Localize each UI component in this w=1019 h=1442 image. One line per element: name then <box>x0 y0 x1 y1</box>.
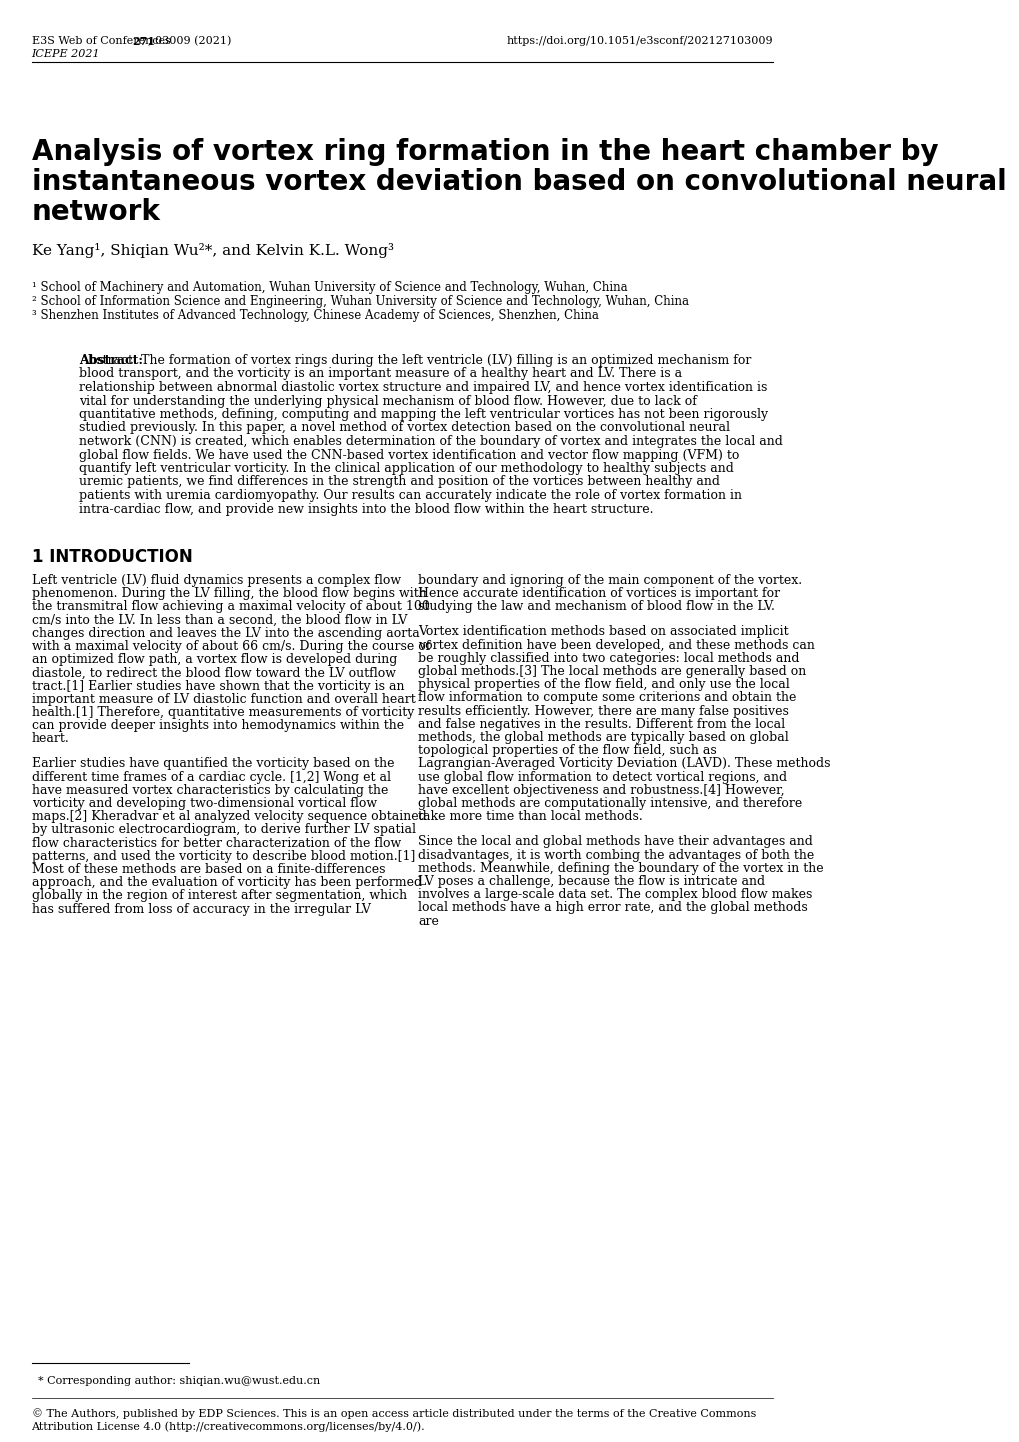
Text: https://doi.org/10.1051/e3sconf/202127103009: https://doi.org/10.1051/e3sconf/20212710… <box>506 36 772 46</box>
Text: cm/s into the LV. In less than a second, the blood flow in LV: cm/s into the LV. In less than a second,… <box>32 614 407 627</box>
Text: Abstract:: Abstract: <box>78 353 143 368</box>
Text: quantitative methods, defining, computing and mapping the left ventricular vorti: quantitative methods, defining, computin… <box>78 408 767 421</box>
Text: disadvantages, it is worth combing the advantages of both the: disadvantages, it is worth combing the a… <box>418 848 813 861</box>
Text: Ke Yang¹, Shiqian Wu²*, and Kelvin K.L. Wong³: Ke Yang¹, Shiqian Wu²*, and Kelvin K.L. … <box>32 244 393 258</box>
Text: vorticity and developing two-dimensional vortical flow: vorticity and developing two-dimensional… <box>32 797 376 810</box>
Text: are: are <box>418 914 438 927</box>
Text: 271: 271 <box>132 36 155 48</box>
Text: and false negatives in the results. Different from the local: and false negatives in the results. Diff… <box>418 718 785 731</box>
Text: Attribution License 4.0 (http://creativecommons.org/licenses/by/4.0/).: Attribution License 4.0 (http://creative… <box>32 1420 425 1432</box>
Text: 1 INTRODUCTION: 1 INTRODUCTION <box>32 548 193 567</box>
Text: Analysis of vortex ring formation in the heart chamber by: Analysis of vortex ring formation in the… <box>32 138 937 166</box>
Text: intra-cardiac flow, and provide new insights into the blood flow within the hear: intra-cardiac flow, and provide new insi… <box>78 502 653 515</box>
Text: involves a large-scale data set. The complex blood flow makes: involves a large-scale data set. The com… <box>418 888 812 901</box>
Text: instantaneous vortex deviation based on convolutional neural: instantaneous vortex deviation based on … <box>32 169 1006 196</box>
Text: Vortex identification methods based on associated implicit: Vortex identification methods based on a… <box>418 626 788 639</box>
Text: globally in the region of interest after segmentation, which: globally in the region of interest after… <box>32 890 407 903</box>
Text: local methods have a high error rate, and the global methods: local methods have a high error rate, an… <box>418 901 807 914</box>
Text: Since the local and global methods have their advantages and: Since the local and global methods have … <box>418 835 812 848</box>
Text: approach, and the evaluation of vorticity has been performed: approach, and the evaluation of vorticit… <box>32 877 421 890</box>
Text: * Corresponding author: shiqian.wu@wust.edu.cn: * Corresponding author: shiqian.wu@wust.… <box>38 1376 320 1386</box>
Text: ¹ School of Machinery and Automation, Wuhan University of Science and Technology: ¹ School of Machinery and Automation, Wu… <box>32 281 627 294</box>
Text: diastole, to redirect the blood flow toward the LV outflow: diastole, to redirect the blood flow tow… <box>32 666 395 679</box>
Text: relationship between abnormal diastolic vortex structure and impaired LV, and he: relationship between abnormal diastolic … <box>78 381 766 394</box>
Text: ICEPE 2021: ICEPE 2021 <box>32 49 100 59</box>
Text: quantify left ventricular vorticity. In the clinical application of our methodol: quantify left ventricular vorticity. In … <box>78 461 733 474</box>
Text: , 03009 (2021): , 03009 (2021) <box>148 36 230 46</box>
Text: has suffered from loss of accuracy in the irregular LV: has suffered from loss of accuracy in th… <box>32 903 370 916</box>
Text: phenomenon. During the LV filling, the blood flow begins with: phenomenon. During the LV filling, the b… <box>32 587 426 600</box>
Text: E3S Web of Conferences: E3S Web of Conferences <box>32 36 174 46</box>
Text: Abstract: The formation of vortex rings during the left ventricle (LV) filling i: Abstract: The formation of vortex rings … <box>78 353 751 368</box>
Text: © The Authors, published by EDP Sciences. This is an open access article distrib: © The Authors, published by EDP Sciences… <box>32 1407 755 1419</box>
Text: Lagrangian-Averaged Vorticity Deviation (LAVD). These methods: Lagrangian-Averaged Vorticity Deviation … <box>418 757 829 770</box>
Text: by ultrasonic electrocardiogram, to derive further LV spatial: by ultrasonic electrocardiogram, to deri… <box>32 823 415 836</box>
Text: ³ Shenzhen Institutes of Advanced Technology, Chinese Academy of Sciences, Shenz: ³ Shenzhen Institutes of Advanced Techno… <box>32 309 598 322</box>
Text: blood transport, and the vorticity is an important measure of a healthy heart an: blood transport, and the vorticity is an… <box>78 368 682 381</box>
Text: health.[1] Therefore, quantitative measurements of vorticity: health.[1] Therefore, quantitative measu… <box>32 707 414 720</box>
Text: patterns, and used the vorticity to describe blood motion.[1]: patterns, and used the vorticity to desc… <box>32 849 415 862</box>
Text: LV poses a challenge, because the flow is intricate and: LV poses a challenge, because the flow i… <box>418 875 764 888</box>
Text: studied previously. In this paper, a novel method of vortex detection based on t: studied previously. In this paper, a nov… <box>78 421 730 434</box>
Text: have measured vortex characteristics by calculating the: have measured vortex characteristics by … <box>32 784 387 797</box>
Text: flow characteristics for better characterization of the flow: flow characteristics for better characte… <box>32 836 400 849</box>
Text: network (CNN) is created, which enables determination of the boundary of vortex : network (CNN) is created, which enables … <box>78 435 782 448</box>
Text: Most of these methods are based on a finite-differences: Most of these methods are based on a fin… <box>32 864 385 877</box>
Text: global flow fields. We have used the CNN-based vortex identification and vector : global flow fields. We have used the CNN… <box>78 448 739 461</box>
Text: vortex definition have been developed, and these methods can: vortex definition have been developed, a… <box>418 639 814 652</box>
Text: different time frames of a cardiac cycle. [1,2] Wong et al: different time frames of a cardiac cycle… <box>32 770 390 783</box>
Text: patients with uremia cardiomyopathy. Our results can accurately indicate the rol: patients with uremia cardiomyopathy. Our… <box>78 489 741 502</box>
Text: boundary and ignoring of the main component of the vortex.: boundary and ignoring of the main compon… <box>418 574 802 587</box>
Text: flow information to compute some criterions and obtain the: flow information to compute some criteri… <box>418 692 796 705</box>
Text: have excellent objectiveness and robustness.[4] However,: have excellent objectiveness and robustn… <box>418 784 784 797</box>
Text: Left ventricle (LV) fluid dynamics presents a complex flow: Left ventricle (LV) fluid dynamics prese… <box>32 574 400 587</box>
Text: can provide deeper insights into hemodynamics within the: can provide deeper insights into hemodyn… <box>32 720 404 733</box>
Text: important measure of LV diastolic function and overall heart: important measure of LV diastolic functi… <box>32 692 415 705</box>
Text: Earlier studies have quantified the vorticity based on the: Earlier studies have quantified the vort… <box>32 757 393 770</box>
Text: maps.[2] Kheradvar et al analyzed velocity sequence obtained: maps.[2] Kheradvar et al analyzed veloci… <box>32 810 426 823</box>
Text: Hence accurate identification of vortices is important for: Hence accurate identification of vortice… <box>418 587 780 600</box>
Text: be roughly classified into two categories: local methods and: be roughly classified into two categorie… <box>418 652 799 665</box>
Text: global methods are computationally intensive, and therefore: global methods are computationally inten… <box>418 797 802 810</box>
Text: take more time than local methods.: take more time than local methods. <box>418 810 642 823</box>
Text: results efficiently. However, there are many false positives: results efficiently. However, there are … <box>418 705 789 718</box>
Text: ² School of Information Science and Engineering, Wuhan University of Science and: ² School of Information Science and Engi… <box>32 296 688 309</box>
Text: heart.: heart. <box>32 733 69 746</box>
Text: with a maximal velocity of about 66 cm/s. During the course of: with a maximal velocity of about 66 cm/s… <box>32 640 430 653</box>
Text: the transmitral flow achieving a maximal velocity of about 100: the transmitral flow achieving a maximal… <box>32 600 429 613</box>
Text: global methods.[3] The local methods are generally based on: global methods.[3] The local methods are… <box>418 665 806 678</box>
Text: methods. Meanwhile, defining the boundary of the vortex in the: methods. Meanwhile, defining the boundar… <box>418 862 823 875</box>
Text: use global flow information to detect vortical regions, and: use global flow information to detect vo… <box>418 770 787 783</box>
Text: topological properties of the flow field, such as: topological properties of the flow field… <box>418 744 716 757</box>
Text: physical properties of the flow field, and only use the local: physical properties of the flow field, a… <box>418 678 789 691</box>
Text: methods, the global methods are typically based on global: methods, the global methods are typicall… <box>418 731 788 744</box>
Text: tract.[1] Earlier studies have shown that the vorticity is an: tract.[1] Earlier studies have shown tha… <box>32 679 404 692</box>
Text: studying the law and mechanism of blood flow in the LV.: studying the law and mechanism of blood … <box>418 600 774 613</box>
Text: an optimized flow path, a vortex flow is developed during: an optimized flow path, a vortex flow is… <box>32 653 396 666</box>
Text: vital for understanding the underlying physical mechanism of blood flow. However: vital for understanding the underlying p… <box>78 395 696 408</box>
Text: network: network <box>32 198 160 226</box>
Text: changes direction and leaves the LV into the ascending aorta: changes direction and leaves the LV into… <box>32 627 419 640</box>
Text: uremic patients, we find differences in the strength and position of the vortice: uremic patients, we find differences in … <box>78 476 719 489</box>
